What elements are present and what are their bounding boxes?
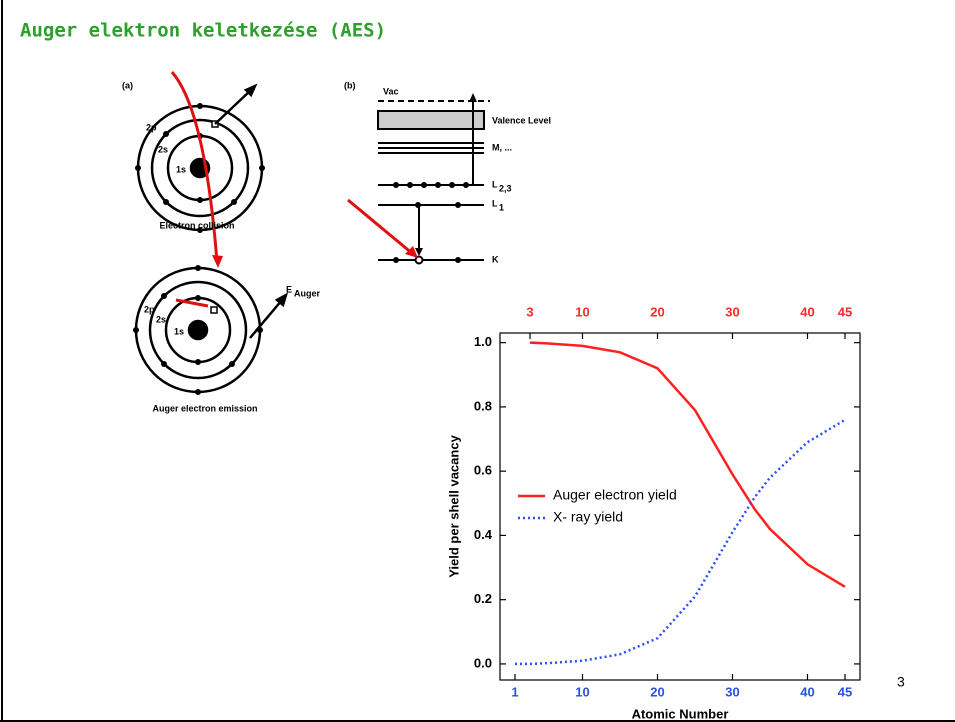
y-axis-label: Yield per shell vacancy <box>446 434 461 577</box>
page: Auger elektron keletkezése (AES) 3 (a) 2… <box>0 0 955 722</box>
label: (a) <box>122 80 133 90</box>
energy-label: E <box>286 284 292 294</box>
y-tick-label: 1.0 <box>474 334 492 349</box>
page-number: 3 <box>897 674 905 690</box>
x-axis-label: Atomic Number <box>632 706 729 721</box>
level-subscript: 2,3 <box>499 183 512 193</box>
energy-subscript: Auger <box>294 288 321 298</box>
level-label: Valence Level <box>492 115 551 125</box>
y-tick-label: 0.2 <box>474 591 492 606</box>
slide-title: Auger elektron keletkezése (AES) <box>20 20 386 42</box>
x2-tick-label: 10 <box>575 304 589 319</box>
x-tick-label: 30 <box>725 684 739 699</box>
slide: Auger elektron keletkezése (AES) 3 (a) 2… <box>0 0 955 722</box>
shell-label: 2p <box>144 304 155 314</box>
chart: 0.0 0.2 0.4 0.6 0.8 1.0 1 10 20 30 40 45 3 10 20 30 40 45… <box>446 304 860 721</box>
level-label: Vac <box>383 86 399 96</box>
diagram-a: (a) 2p 2s 1s Electron collision E Auger … <box>122 72 321 413</box>
shell-label: 2s <box>156 314 166 324</box>
shell-label: 1s <box>176 164 186 174</box>
x-tick-label: 10 <box>575 684 589 699</box>
x-tick-label: 1 <box>511 684 518 699</box>
series-line <box>530 343 845 587</box>
level-subscript: 1 <box>499 202 504 212</box>
level-label: M, ... <box>492 142 512 152</box>
x2-tick-label: 3 <box>526 304 533 319</box>
shell-label: 2s <box>158 144 168 154</box>
plot-frame <box>500 333 860 680</box>
y-tick-label: 0.4 <box>474 527 493 542</box>
series-line <box>515 420 845 664</box>
legend-label: X- ray yield <box>553 509 623 525</box>
level-label: L <box>492 198 498 208</box>
diagram-b: (b) Vac Valence Level M, ... L 2,3 L 1 K <box>344 80 551 264</box>
level-label: L <box>492 179 498 189</box>
x2-tick-label: 30 <box>725 304 739 319</box>
caption: Electron collision <box>159 220 234 230</box>
caption: Auger electron emission <box>152 403 257 413</box>
x-tick-label: 45 <box>838 684 852 699</box>
y-tick-label: 0.8 <box>474 398 492 413</box>
x2-tick-label: 45 <box>838 304 852 319</box>
y-tick-label: 0.6 <box>474 463 492 478</box>
shell-label: 2p <box>146 122 157 132</box>
y-tick-label: 0.0 <box>474 655 492 670</box>
shell-label: 1s <box>174 326 184 336</box>
x2-tick-label: 40 <box>800 304 814 319</box>
legend-label: Auger electron yield <box>553 487 677 503</box>
x-tick-label: 20 <box>650 684 664 699</box>
label: (b) <box>344 80 356 90</box>
x-tick-label: 40 <box>800 684 814 699</box>
x2-tick-label: 20 <box>650 304 664 319</box>
level-label: K <box>492 254 499 264</box>
